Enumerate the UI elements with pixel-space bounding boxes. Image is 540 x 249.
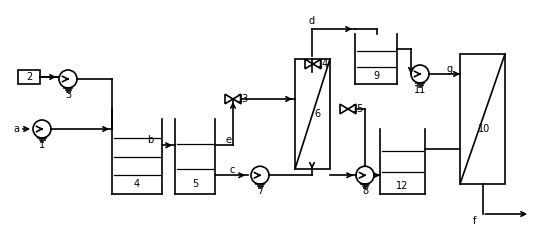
Bar — [295, 59, 330, 169]
Text: b: b — [147, 135, 153, 145]
Text: 15: 15 — [352, 104, 364, 114]
Text: c: c — [230, 165, 235, 175]
Bar — [460, 54, 505, 184]
Text: 6: 6 — [314, 109, 321, 119]
Text: 9: 9 — [373, 71, 379, 81]
Text: 14: 14 — [317, 59, 329, 69]
Text: a: a — [13, 124, 19, 134]
Text: 13: 13 — [237, 94, 249, 104]
Text: 2: 2 — [26, 72, 32, 82]
Text: 7: 7 — [257, 186, 263, 196]
Text: 1: 1 — [39, 140, 45, 150]
Text: f: f — [473, 216, 476, 226]
Text: g: g — [447, 64, 453, 74]
Text: 4: 4 — [134, 179, 140, 189]
Text: 12: 12 — [396, 181, 409, 191]
Text: e: e — [225, 135, 231, 145]
Text: 5: 5 — [192, 179, 198, 189]
Text: 3: 3 — [65, 90, 71, 100]
Text: 11: 11 — [414, 85, 426, 95]
Text: d: d — [309, 16, 315, 26]
Text: 8: 8 — [362, 186, 368, 196]
Bar — [18, 70, 40, 84]
Text: 10: 10 — [478, 124, 491, 134]
